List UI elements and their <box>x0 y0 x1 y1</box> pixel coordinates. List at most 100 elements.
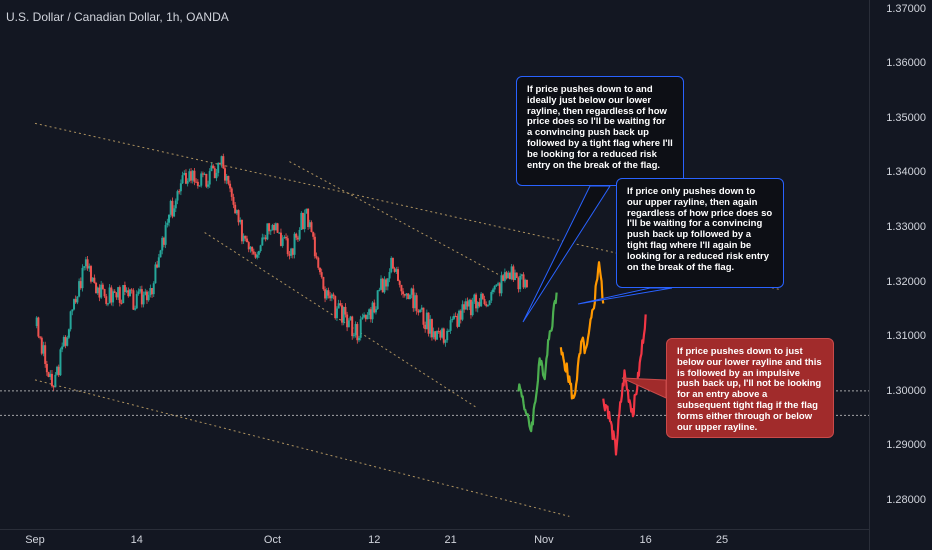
price-candle <box>330 294 333 299</box>
price-candle <box>273 224 276 231</box>
annotation-note-1[interactable]: If price pushes down to and ideally just… <box>516 76 684 186</box>
price-candle <box>176 191 179 201</box>
price-candle <box>403 294 406 296</box>
price-candle <box>515 272 518 278</box>
price-candle <box>417 310 420 313</box>
price-candle <box>349 316 352 321</box>
price-candle <box>476 302 479 309</box>
price-candle <box>274 223 277 231</box>
price-candle <box>524 279 527 288</box>
projection-green-path <box>517 292 558 433</box>
price-candle <box>198 185 201 187</box>
price-candle <box>57 366 60 376</box>
price-candle <box>261 237 264 246</box>
price-candle <box>103 289 106 297</box>
price-candle <box>430 319 433 338</box>
price-candle <box>135 294 138 309</box>
price-candle <box>412 288 415 309</box>
price-candle <box>140 289 143 305</box>
price-candle <box>69 311 72 330</box>
price-candle <box>254 253 257 258</box>
price-candle <box>517 277 520 290</box>
price-candle <box>436 331 439 340</box>
price-candle <box>183 172 186 176</box>
price-candle <box>444 340 447 343</box>
price-candle <box>441 328 444 338</box>
price-candle <box>190 171 193 181</box>
price-candle <box>512 266 515 280</box>
price-candle <box>145 291 148 301</box>
price-candle <box>76 296 79 303</box>
price-candle <box>378 289 381 291</box>
price-candle <box>385 279 388 287</box>
price-candle <box>380 278 383 290</box>
price-candle <box>184 172 187 184</box>
price-candle <box>293 233 296 255</box>
ticker-title: U.S. Dollar / Canadian Dollar, 1h, OANDA <box>6 10 229 24</box>
annotation-note-3[interactable]: If price pushes down to just below our l… <box>666 338 834 438</box>
price-candle <box>220 156 223 164</box>
price-candle <box>118 287 121 303</box>
price-candle <box>508 272 511 280</box>
price-candle <box>49 373 52 377</box>
price-candle <box>344 306 347 315</box>
price-candle <box>113 291 116 293</box>
time-axis[interactable] <box>0 529 870 550</box>
price-candle <box>203 173 206 175</box>
annotation-note-2[interactable]: If price only pushes down to our upper r… <box>616 178 784 288</box>
price-candle <box>291 248 294 255</box>
time-tick-label: Sep <box>25 534 45 546</box>
price-candle <box>381 278 384 293</box>
price-candle <box>50 373 53 387</box>
price-candle <box>366 315 369 320</box>
price-candle <box>288 254 291 256</box>
price-candle <box>279 232 282 246</box>
price-candle <box>169 200 172 215</box>
price-candle <box>468 299 471 307</box>
price-candle <box>78 281 81 297</box>
price-candle <box>237 210 240 223</box>
price-candle <box>93 277 96 283</box>
price-candle <box>514 272 517 280</box>
time-tick-label: 25 <box>715 534 729 546</box>
price-candle <box>471 301 474 316</box>
price-candle <box>300 212 303 230</box>
price-candle <box>286 238 289 255</box>
price-candle <box>188 171 191 182</box>
price-candle <box>296 237 299 240</box>
trendline <box>34 379 570 517</box>
price-candle <box>147 295 150 301</box>
price-candle <box>112 291 115 303</box>
price-candle <box>317 257 320 268</box>
price-candle <box>492 289 494 293</box>
price-tick-label: 1.30000 <box>886 384 926 397</box>
price-candle <box>424 324 427 330</box>
price-candle <box>227 175 230 184</box>
price-candle <box>181 175 184 184</box>
price-candle <box>222 156 225 169</box>
price-candle <box>427 312 430 334</box>
price-candle <box>266 223 269 240</box>
price-candle <box>62 337 65 347</box>
price-tick-label: 1.36000 <box>886 57 926 70</box>
price-candle <box>502 275 505 281</box>
price-candle <box>246 238 249 243</box>
note-1-pointer <box>522 185 611 323</box>
price-candle <box>339 303 342 306</box>
projection-orange-path <box>559 261 605 400</box>
price-candle <box>134 308 137 310</box>
price-candle <box>422 307 425 325</box>
price-candle <box>490 292 493 301</box>
price-candle <box>213 168 216 179</box>
price-candle <box>64 337 67 346</box>
price-candle <box>519 275 522 290</box>
price-candle <box>128 289 131 297</box>
time-tick-label: 14 <box>130 534 143 546</box>
price-candle <box>201 173 204 175</box>
trendline <box>289 161 502 277</box>
price-axis[interactable] <box>869 0 932 550</box>
price-candle <box>398 280 401 285</box>
price-candle <box>67 329 70 338</box>
price-candle <box>230 188 233 197</box>
